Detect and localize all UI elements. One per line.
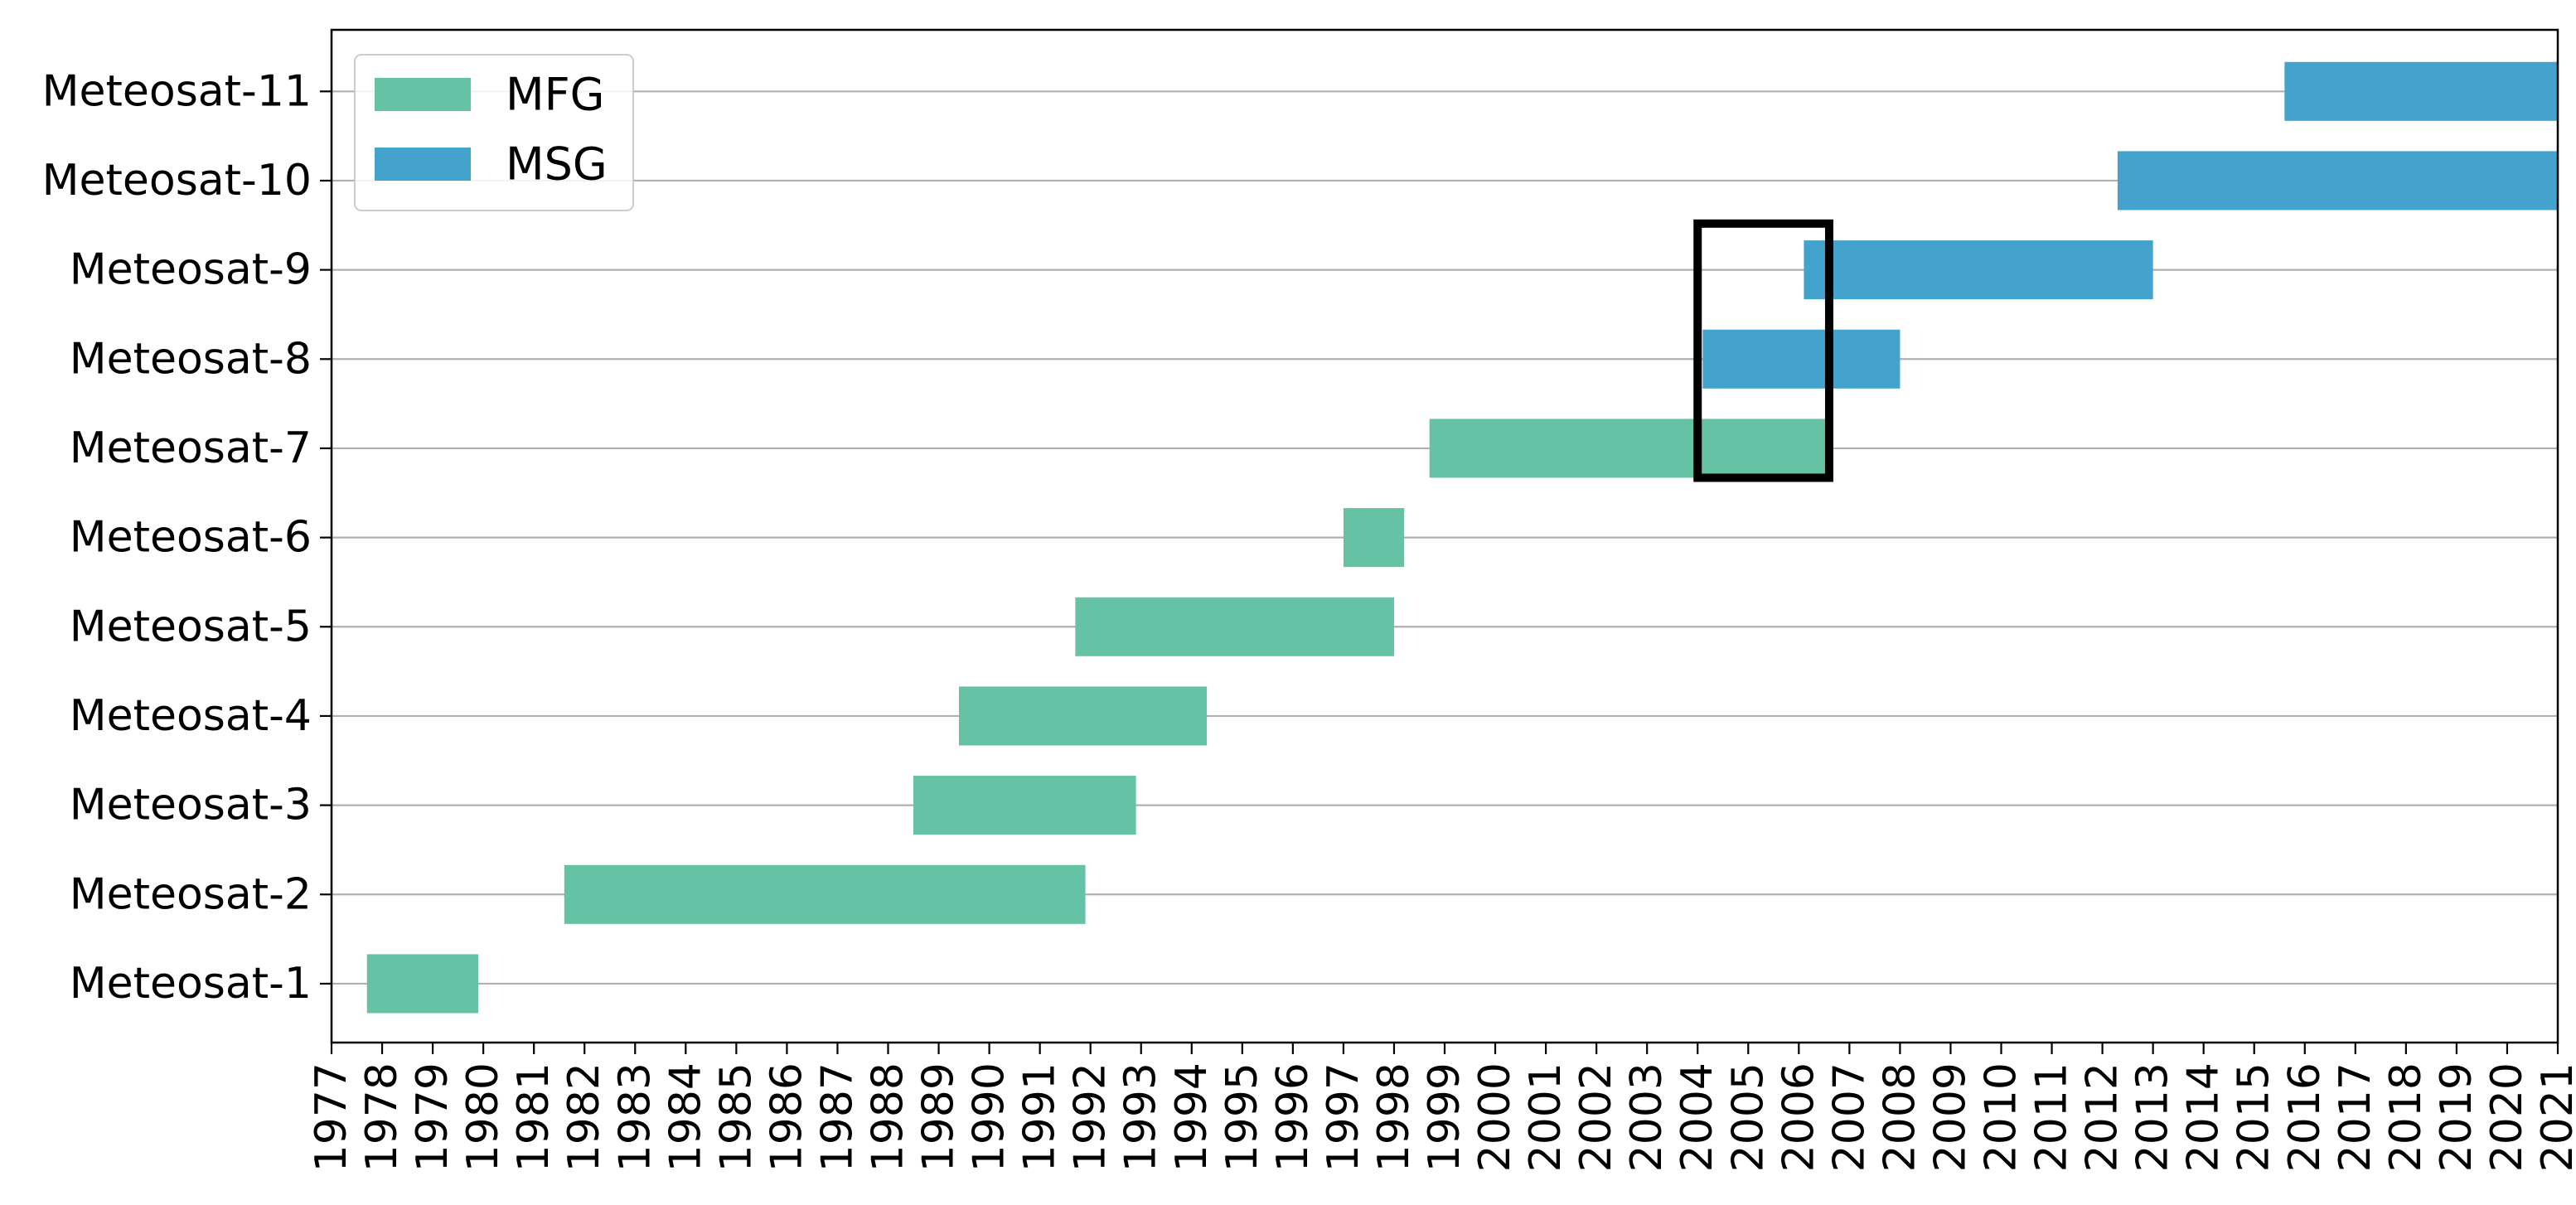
x-tick-label: 2009 [1925,1062,1975,1172]
y-tick-label: Meteosat-8 [70,334,312,384]
x-tick-label: 2008 [1875,1062,1925,1172]
bar-meteosat-10 [2117,151,2558,211]
x-tick-label: 2000 [1470,1062,1520,1172]
x-tick-label: 1985 [711,1062,761,1172]
x-tick-label: 2018 [2381,1062,2431,1172]
y-tick-label: Meteosat-10 [42,156,312,206]
x-tick-label: 2021 [2533,1062,2576,1172]
x-tick-label: 2003 [1622,1062,1672,1172]
x-tick-label: 1997 [1319,1062,1368,1172]
x-tick-label: 1982 [559,1062,609,1172]
x-tick-label: 2012 [2078,1062,2128,1172]
bar-meteosat-3 [913,776,1136,835]
y-tick-label: Meteosat-9 [70,245,312,295]
x-tick-label: 2005 [1723,1062,1773,1172]
bar-meteosat-8 [1702,329,1901,389]
x-tick-label: 1991 [1015,1062,1065,1172]
x-tick-label: 1998 [1369,1062,1419,1172]
y-tick-label: Meteosat-6 [70,513,312,563]
x-tick-label: 2011 [2027,1062,2077,1172]
legend-swatch-mfg [375,78,471,111]
x-tick-label: 1981 [509,1062,559,1172]
x-tick-label: 2017 [2331,1062,2380,1172]
x-tick-label: 1992 [1066,1062,1116,1172]
x-tick-label: 1990 [965,1062,1014,1172]
y-tick-label: Meteosat-5 [70,602,312,651]
x-tick-label: 1987 [812,1062,862,1172]
x-tick-label: 2016 [2280,1062,2330,1172]
x-tick-label: 2019 [2432,1062,2482,1172]
x-tick-label: 1983 [610,1062,660,1172]
y-tick-label: Meteosat-1 [70,959,312,1009]
x-tick-label: 2004 [1673,1062,1722,1172]
x-tick-label: 2013 [2128,1062,2178,1172]
bar-meteosat-2 [564,864,1086,924]
bar-meteosat-4 [958,686,1208,746]
bar-meteosat-9 [1804,240,2153,300]
x-tick-label: 1980 [458,1062,508,1172]
legend-swatch-msg [375,148,471,181]
bar-meteosat-11 [2284,61,2558,121]
x-tick-label: 1984 [661,1062,710,1172]
x-tick-label: 1994 [1167,1062,1217,1172]
x-tick-label: 2002 [1571,1062,1621,1172]
x-tick-label: 1986 [762,1062,811,1172]
x-tick-label: 1977 [307,1062,356,1172]
bar-meteosat-5 [1075,597,1394,656]
x-tick-label: 1993 [1116,1062,1166,1172]
bar-meteosat-6 [1343,508,1405,568]
bar-meteosat-7 [1429,419,1829,478]
bar-meteosat-1 [366,954,479,1014]
highlight-box [1693,219,1833,482]
x-tick-label: 1988 [864,1062,913,1172]
x-tick-label: 1978 [357,1062,407,1172]
y-tick-label: Meteosat-4 [70,691,312,741]
y-tick-label: Meteosat-3 [70,781,312,830]
x-tick-label: 2020 [2482,1062,2532,1172]
x-tick-label: 2007 [1824,1062,1874,1172]
x-tick-label: 2015 [2230,1062,2279,1172]
y-tick-label: Meteosat-7 [70,423,312,473]
legend-label-msg: MSG [506,138,608,191]
x-tick-label: 1989 [914,1062,964,1172]
x-tick-label: 2010 [1977,1062,2026,1172]
legend-label-mfg: MFG [506,69,605,121]
x-tick-label: 1979 [408,1062,458,1172]
y-tick-label: Meteosat-2 [70,869,312,919]
y-tick-label: Meteosat-11 [42,66,312,116]
x-tick-label: 2001 [1521,1062,1571,1172]
x-tick-label: 1996 [1268,1062,1318,1172]
x-tick-label: 1999 [1420,1062,1470,1172]
x-tick-label: 2006 [1774,1062,1823,1172]
x-tick-label: 2014 [2179,1062,2229,1172]
x-tick-label: 1995 [1218,1062,1267,1172]
